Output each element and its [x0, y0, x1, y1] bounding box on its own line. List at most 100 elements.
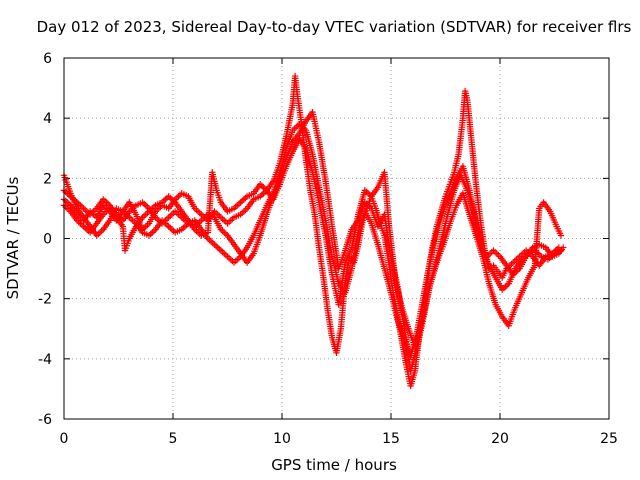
data-point: [194, 208, 202, 215]
data-point: [221, 217, 228, 224]
chart-title: Day 012 of 2023, Sidereal Day-to-day VTE…: [37, 18, 632, 36]
data-point: [199, 215, 207, 223]
data-point: [490, 247, 497, 254]
data-point: [216, 212, 223, 220]
data-point: [163, 215, 171, 223]
data-point: [560, 244, 567, 251]
data-point: [62, 203, 69, 211]
data-point: [140, 200, 148, 208]
data-point: [142, 223, 149, 230]
data-point: [222, 251, 230, 259]
data-point: [101, 209, 109, 217]
data-point: [240, 208, 248, 215]
data-point: [234, 256, 241, 263]
data-point: [212, 242, 220, 250]
data-point: [98, 227, 105, 235]
data-point: [104, 200, 112, 208]
y-tick-label: -6: [38, 412, 52, 428]
data-point: [162, 196, 169, 203]
data-point: [165, 193, 172, 200]
data-point: [165, 223, 172, 230]
data-point: [486, 250, 494, 257]
data-point: [234, 202, 241, 209]
data-point: [221, 250, 228, 257]
series-track-d: [60, 136, 567, 350]
series-track-a: [60, 72, 563, 390]
data-point: [78, 221, 86, 229]
data-point: [207, 238, 215, 245]
data-point: [557, 232, 565, 239]
grid: [64, 58, 609, 419]
x-tick-label: 25: [600, 431, 618, 447]
data-point: [144, 203, 151, 211]
data-point: [62, 197, 69, 205]
y-axis-label: SDTVAR / TECUs: [4, 176, 22, 299]
data-point: [260, 184, 267, 191]
data-markers: [60, 72, 567, 390]
data-point: [240, 196, 248, 203]
y-tick-label: -4: [38, 352, 52, 368]
data-point: [127, 215, 135, 223]
data-point: [221, 229, 228, 236]
data-point: [96, 229, 104, 236]
data-point: [155, 205, 163, 212]
data-point: [64, 205, 71, 212]
data-point: [149, 229, 156, 236]
data-point: [147, 230, 154, 238]
data-point: [225, 218, 233, 226]
data-point: [224, 220, 231, 227]
data-point: [75, 218, 82, 226]
x-axis-label: GPS time / hours: [271, 456, 397, 474]
data-point: [64, 199, 71, 206]
data-point: [260, 190, 267, 197]
data-point: [217, 214, 225, 221]
data-point: [227, 256, 234, 263]
data-point: [224, 253, 231, 260]
data-point: [77, 220, 84, 227]
y-tick-label: 2: [43, 171, 52, 187]
y-tick-label: -2: [38, 292, 52, 308]
data-point: [168, 211, 176, 218]
x-tick-label: 20: [491, 431, 509, 447]
data-point: [142, 211, 149, 218]
data-point: [196, 209, 203, 217]
y-tick-label: 6: [43, 51, 52, 67]
data-point: [230, 259, 238, 266]
data-point: [242, 206, 249, 214]
data-point: [214, 244, 221, 251]
data-point: [209, 239, 216, 247]
x-tick-label: 10: [273, 431, 291, 447]
x-tick-label: 5: [169, 431, 178, 447]
y-tick-label: 4: [43, 111, 52, 127]
data-point: [495, 251, 502, 259]
data-point: [168, 226, 176, 233]
series-track-c: [60, 108, 565, 375]
data-point: [239, 197, 246, 205]
data-point: [140, 212, 148, 220]
data-point: [225, 254, 233, 262]
data-point: [502, 283, 509, 290]
data-point: [175, 193, 182, 200]
data-point: [219, 248, 226, 256]
data-point: [91, 206, 99, 214]
data-point: [216, 245, 223, 253]
data-point: [142, 202, 149, 209]
data-point: [493, 250, 500, 257]
data-point: [292, 123, 300, 131]
y-tick-label: 0: [43, 232, 52, 248]
data-point: [232, 257, 239, 265]
data-point: [211, 241, 218, 248]
x-tick-label: 0: [60, 431, 69, 447]
data-point: [165, 214, 172, 221]
data-point: [222, 230, 230, 238]
data-point: [227, 217, 234, 224]
data-point: [219, 215, 226, 223]
series-track-b: [60, 120, 565, 360]
data-point: [235, 200, 243, 208]
data-point: [163, 221, 171, 229]
data-point: [491, 248, 499, 256]
data-point: [181, 223, 189, 230]
data-point: [217, 247, 225, 254]
data-point: [150, 227, 158, 235]
